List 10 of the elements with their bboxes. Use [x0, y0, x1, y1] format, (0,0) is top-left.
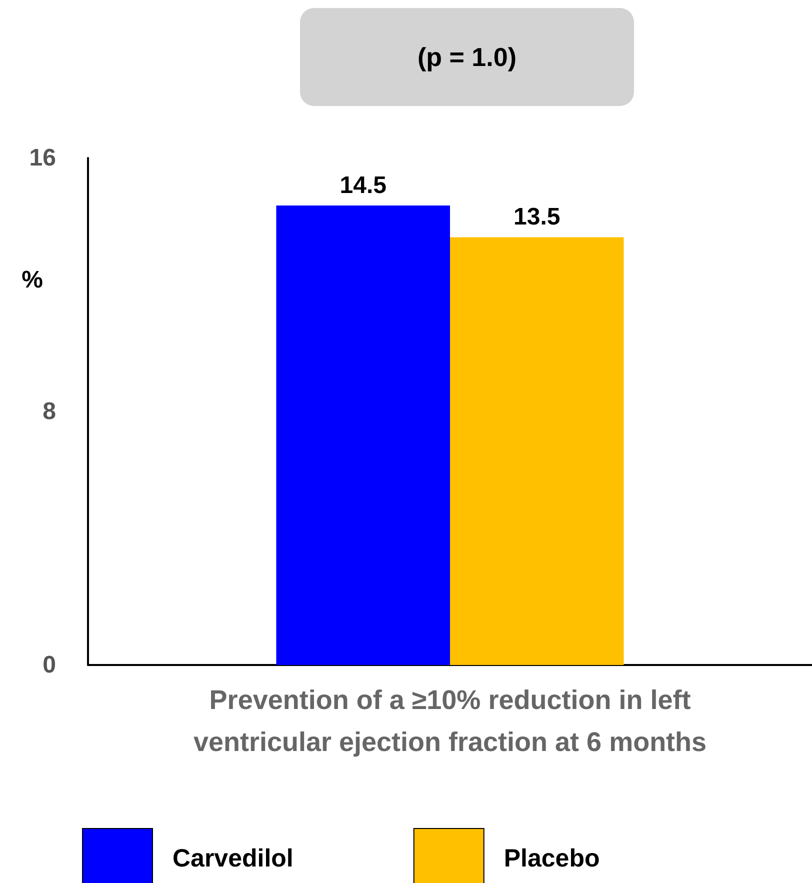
x-axis-title: Prevention of a ≥10% reduction in left ventricular ejection fraction at 6 months: [193, 685, 707, 757]
text: (p = 1.0): [418, 42, 516, 72]
data-label: 14.5: [340, 172, 386, 200]
data-label: 13.5: [514, 204, 560, 231]
y-axis-title: %: [22, 266, 43, 294]
legend-label: Carvedilol: [172, 844, 294, 872]
y-tick-label: 0: [42, 652, 56, 678]
y-tick-label: 8: [42, 398, 56, 425]
y-tick-label: 16: [29, 144, 56, 172]
legend-label: Placebo: [504, 844, 600, 872]
